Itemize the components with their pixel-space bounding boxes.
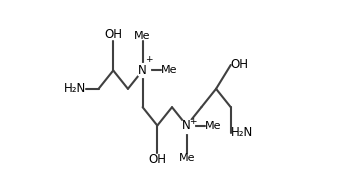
Text: +: + (146, 55, 153, 64)
Text: Me: Me (135, 31, 151, 41)
Text: OH: OH (104, 28, 122, 41)
Text: Me: Me (205, 121, 222, 131)
Text: H₂N: H₂N (63, 82, 86, 95)
Text: Me: Me (179, 153, 195, 163)
Text: OH: OH (231, 58, 249, 71)
Text: OH: OH (148, 153, 166, 166)
Text: +: + (190, 117, 197, 127)
Text: Me: Me (161, 65, 178, 75)
Text: H₂N: H₂N (231, 126, 253, 139)
Text: N: N (138, 64, 147, 77)
Text: N: N (182, 119, 191, 132)
